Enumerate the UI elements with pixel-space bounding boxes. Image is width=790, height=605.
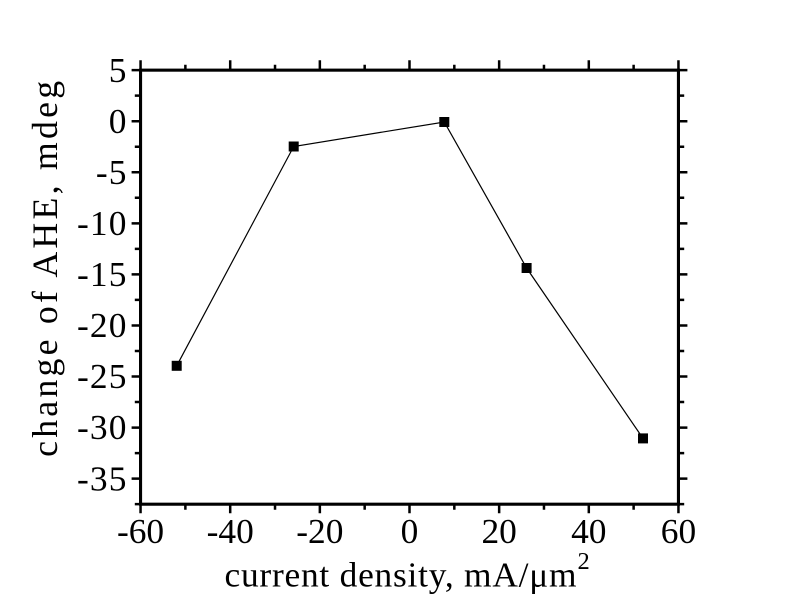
svg-text:0: 0	[401, 511, 419, 551]
svg-text:-15: -15	[77, 254, 127, 294]
svg-text:-60: -60	[117, 511, 164, 551]
svg-text:2: 2	[578, 548, 590, 575]
svg-text:-5: -5	[96, 152, 128, 192]
svg-text:-20: -20	[296, 511, 343, 551]
svg-text:0: 0	[109, 101, 128, 141]
svg-text:5: 5	[109, 50, 128, 90]
svg-text:-10: -10	[77, 203, 127, 243]
svg-text:current density, mA/μm: current density, mA/μm	[225, 555, 577, 595]
svg-text:20: 20	[481, 511, 516, 551]
svg-text:-40: -40	[207, 511, 254, 551]
svg-text:-20: -20	[77, 305, 127, 345]
svg-text:change of AHE, mdeg: change of AHE, mdeg	[25, 81, 65, 457]
svg-text:60: 60	[661, 511, 696, 551]
svg-text:-25: -25	[77, 356, 127, 396]
svg-text:-35: -35	[77, 458, 127, 498]
svg-text:40: 40	[571, 511, 606, 551]
svg-text:-30: -30	[77, 407, 127, 447]
